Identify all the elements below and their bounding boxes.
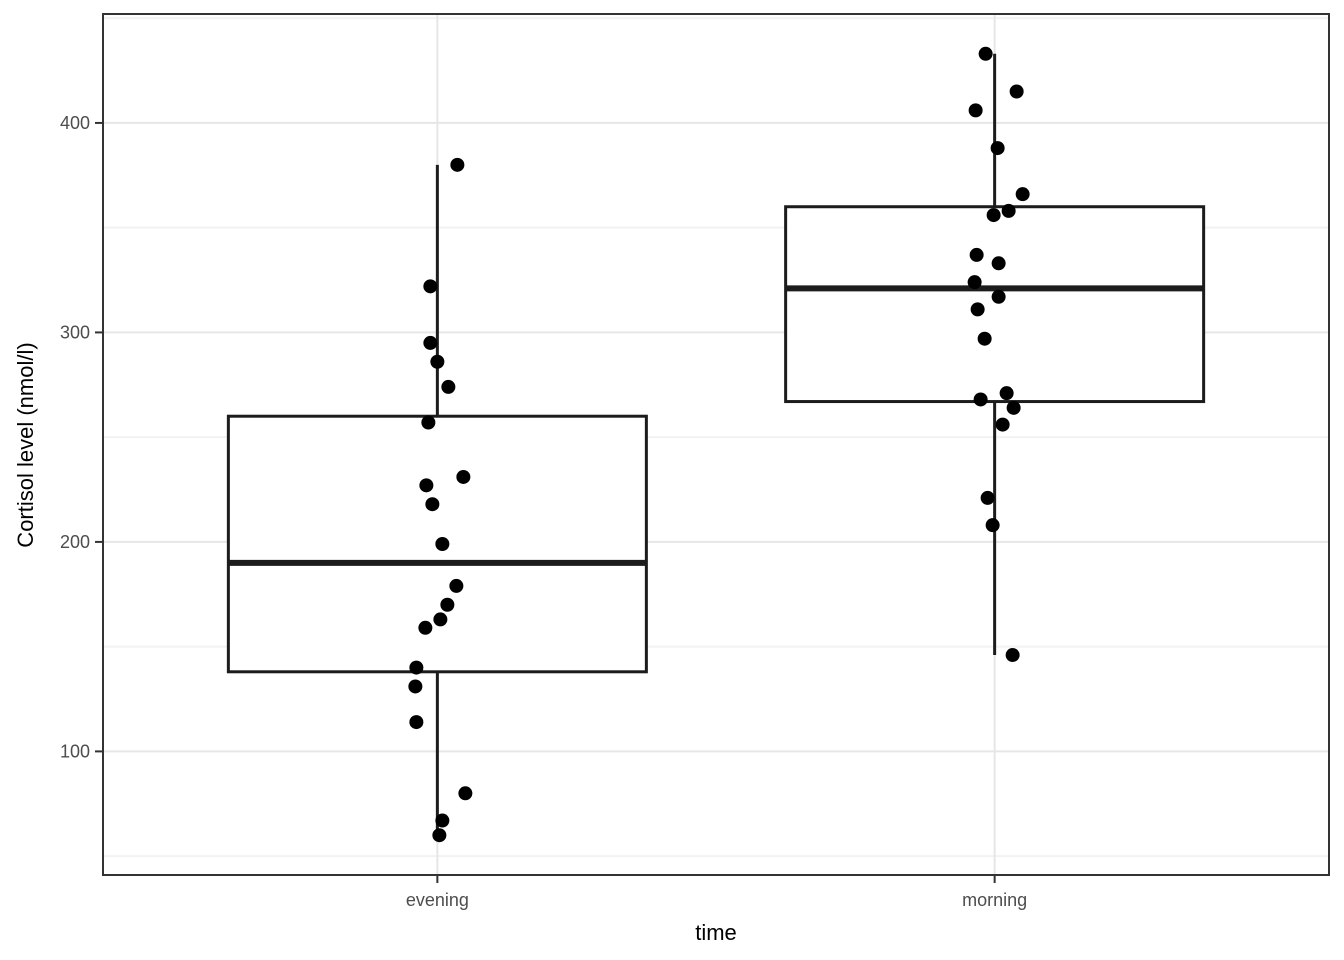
y-tick-label: 400 [60,113,90,133]
jitter-point [990,141,1005,156]
jitter-point [978,46,993,61]
jitter-point [1001,203,1016,218]
y-tick-label: 300 [60,322,90,342]
jitter-point [995,417,1010,432]
jitter-point [441,379,456,394]
jitter-point [435,813,450,828]
jitter-point [456,469,471,484]
jitter-point [419,478,434,493]
jitter-point [449,578,464,593]
jitter-point [433,612,448,627]
jitter-point [409,715,424,730]
jitter-point [1005,648,1020,663]
jitter-point [425,497,440,512]
jitter-point [423,279,438,294]
jitter-point [418,620,433,635]
y-tick-label: 200 [60,532,90,552]
jitter-point [1006,400,1021,415]
jitter-point [432,828,447,843]
jitter-point [985,518,1000,533]
x-tick-label: morning [962,890,1027,910]
jitter-point [980,490,995,505]
jitter-point [967,275,982,290]
jitter-point [1009,84,1024,99]
jitter-point [991,289,1006,304]
jitter-point [999,386,1014,401]
jitter-point [969,247,984,262]
jitter-point [986,208,1001,223]
x-tick-label: evening [406,890,469,910]
jitter-point [1015,187,1030,202]
box-rect [784,205,1206,404]
x-axis-title: time [695,920,737,945]
jitter-point [435,537,450,552]
jitter-point [991,256,1006,271]
jitter-point [968,103,983,118]
jitter-point [970,302,985,317]
jitter-point [409,660,424,675]
y-axis-title: Cortisol level (nmol/l) [13,342,38,548]
jitter-point [440,597,455,612]
jitter-point [430,354,445,369]
jitter-point [423,335,438,350]
y-tick-label: 100 [60,741,90,761]
jitter-point [421,415,436,430]
jitter-point [977,331,992,346]
panel-border [102,13,1330,876]
jitter-point [458,786,473,801]
jitter-point [408,679,423,694]
jitter-point [450,157,465,172]
jitter-point [973,392,988,407]
